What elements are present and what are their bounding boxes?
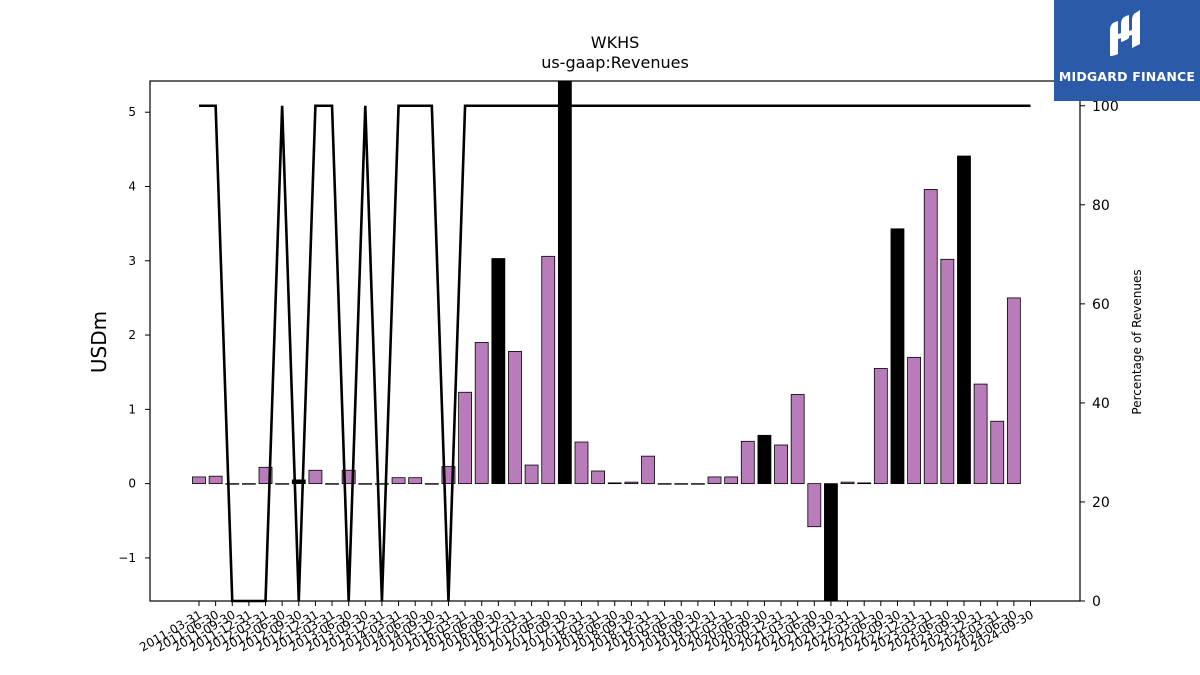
logo-mark-icon [1110, 10, 1140, 56]
bar-2014-03-31 [391, 477, 406, 485]
axes-layer: −10123450204060801002011-03-312011-06-30… [118, 99, 1118, 655]
y2-tick-label: 0 [1092, 594, 1101, 610]
bar-2018-12-31 [707, 476, 722, 485]
bar-2011-06-30 [208, 475, 223, 485]
bar-2012-06-30 [275, 483, 290, 485]
y-tick-label: 2 [128, 328, 136, 342]
bar-2019-12-31 [774, 444, 788, 485]
y2-axis-label: Percentage of Revenues [1130, 269, 1144, 414]
bar-2012-12-31 [308, 469, 323, 485]
bar-2014-09-30 [424, 483, 439, 485]
bar-2012-09-30 [291, 479, 306, 485]
bar-2016-03-31 [524, 464, 539, 485]
bar-2020-06-30 [807, 483, 822, 528]
bar-2021-09-30 [890, 228, 905, 485]
bar-2021-06-30 [873, 368, 888, 485]
bar-2022-09-30 [957, 155, 971, 485]
bar-2019-03-31 [724, 476, 739, 485]
bar-2016-09-30 [557, 80, 572, 485]
y2-tick-label: 100 [1092, 99, 1119, 115]
chart-title: WKHS [591, 33, 640, 52]
bar-2015-09-30 [491, 258, 506, 485]
bar-2016-06-30 [541, 255, 556, 485]
bar-2015-12-31 [508, 350, 522, 485]
logo-text: MIDGARD FINANCE [1058, 69, 1196, 84]
y2-tick-label: 80 [1092, 198, 1110, 214]
bar-2018-06-30 [674, 483, 689, 485]
bar-2017-09-30 [624, 481, 639, 485]
y-tick-label: 3 [128, 254, 136, 268]
bar-2015-06-30 [474, 342, 489, 485]
line-layer [199, 104, 1031, 603]
bar-2020-12-31 [840, 481, 855, 485]
bar-2021-03-31 [857, 482, 872, 485]
y-tick-label: 5 [128, 105, 136, 119]
bar-2011-03-31 [192, 476, 206, 485]
y-tick-label: 1 [128, 402, 136, 416]
y2-tick-label: 60 [1092, 297, 1110, 313]
bar-2015-03-31 [458, 391, 472, 485]
bar-2013-12-31 [375, 483, 389, 485]
chart-subtitle: us-gaap:Revenues [541, 53, 689, 72]
bar-2019-09-30 [757, 434, 772, 485]
y-tick-label: −1 [118, 551, 136, 565]
y-tick-label: 0 [128, 477, 136, 491]
bar-2022-03-31 [923, 189, 938, 485]
y-axis-label: USDm [87, 311, 111, 373]
bar-2022-12-31 [973, 383, 988, 485]
bar-2017-03-31 [591, 470, 606, 485]
bar-2022-06-30 [940, 258, 955, 485]
percentage-line [199, 104, 1031, 603]
bar-2011-09-30 [225, 483, 240, 485]
bar-2018-03-31 [657, 483, 672, 485]
bar-2020-09-30 [824, 483, 838, 602]
bar-2017-12-31 [641, 455, 655, 485]
midgard-finance-logo: MIDGARD FINANCE [1054, 0, 1200, 101]
y2-tick-label: 40 [1092, 396, 1110, 412]
bar-2018-09-30 [691, 483, 705, 485]
bar-2023-06-30 [1006, 297, 1021, 485]
y2-tick-label: 20 [1092, 495, 1110, 511]
bar-2023-03-31 [990, 420, 1005, 485]
plot-frame [149, 80, 1081, 602]
bar-2020-03-31 [790, 394, 805, 485]
bar-2019-06-30 [740, 440, 755, 485]
bar-2013-03-31 [325, 483, 339, 485]
bar-2021-12-31 [907, 356, 921, 485]
bars-layer [192, 80, 1021, 602]
bar-2017-06-30 [607, 482, 622, 485]
bar-2014-06-30 [408, 477, 423, 485]
bar-2011-12-31 [241, 483, 256, 485]
bar-2016-12-31 [574, 441, 589, 485]
y-tick-label: 4 [128, 179, 136, 193]
bar-2013-09-30 [358, 483, 373, 485]
